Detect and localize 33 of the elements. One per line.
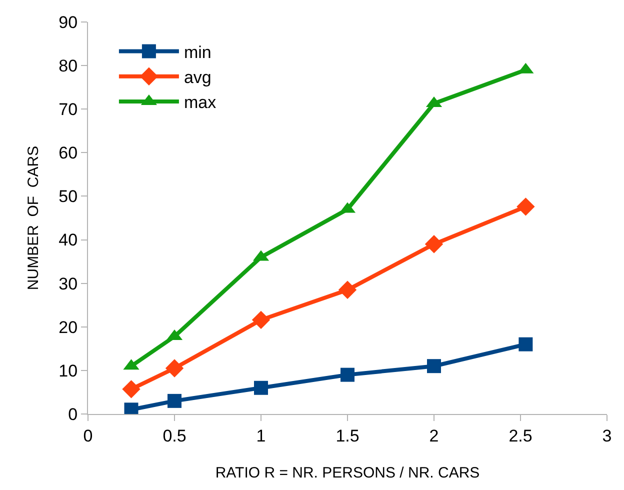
x-tick-label: 1: [256, 426, 266, 446]
y-tick-label: 30: [58, 274, 78, 294]
legend-label: min: [184, 42, 212, 62]
point: [254, 380, 268, 395]
point: [122, 380, 140, 398]
x-tick-label: 2: [429, 426, 439, 446]
x-tick-label: 0: [83, 426, 93, 446]
x-tick-label: 0.5: [162, 426, 186, 446]
legend-label: avg: [184, 68, 212, 88]
y-tick-label: 60: [58, 144, 78, 163]
point: [518, 337, 533, 352]
point: [516, 198, 535, 216]
y-tick-label: 0: [68, 404, 78, 424]
y-axis-title: NUMBER OF CARS: [24, 146, 42, 290]
x-axis-title: RATIO R = NR. PERSONS / NR. CARS: [215, 464, 480, 482]
point: [427, 359, 441, 374]
point: [424, 235, 444, 254]
point: [168, 394, 182, 408]
point: [338, 280, 357, 299]
x-tick-label: 2.5: [508, 426, 532, 446]
y-tick-label: 20: [58, 318, 78, 337]
point: [340, 368, 354, 382]
y-tick-label: 10: [58, 361, 78, 380]
legend-label: max: [184, 93, 217, 112]
y-tick-label: 80: [58, 56, 78, 76]
x-tick-label: 3: [602, 426, 612, 446]
y-tick-label: 50: [58, 187, 78, 206]
y-tick-label: 40: [58, 230, 78, 250]
y-tick-label: 70: [58, 100, 78, 120]
point: [252, 310, 270, 330]
point: [165, 359, 184, 378]
y-tick-label: 90: [58, 12, 78, 32]
x-tick-label: 1.5: [336, 426, 360, 446]
